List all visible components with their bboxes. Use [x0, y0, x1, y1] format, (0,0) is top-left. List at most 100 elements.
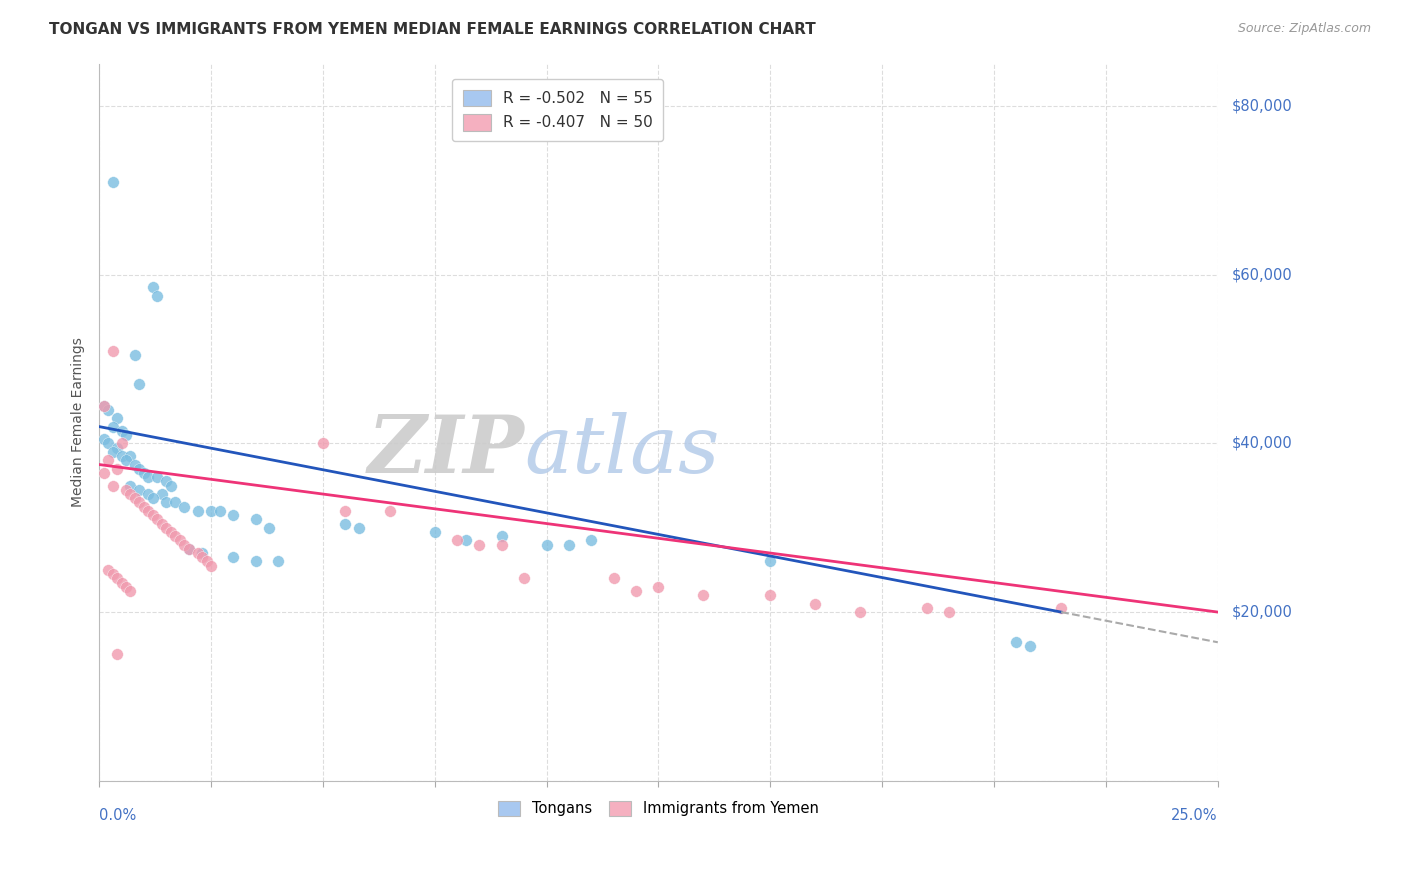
Point — [378, 504, 401, 518]
Point — [142, 280, 165, 294]
Point — [165, 495, 187, 509]
Point — [191, 550, 214, 565]
Point — [124, 458, 146, 472]
Point — [335, 516, 357, 531]
Point — [115, 483, 138, 497]
Point — [97, 436, 120, 450]
Text: TONGAN VS IMMIGRANTS FROM YEMEN MEDIAN FEMALE EARNINGS CORRELATION CHART: TONGAN VS IMMIGRANTS FROM YEMEN MEDIAN F… — [49, 22, 815, 37]
Point — [115, 428, 138, 442]
Point — [142, 491, 165, 506]
Point — [195, 554, 218, 568]
Point — [105, 441, 128, 455]
Point — [536, 538, 558, 552]
Point — [335, 504, 357, 518]
Point — [105, 462, 128, 476]
Point — [142, 508, 165, 522]
Point — [759, 588, 782, 602]
Point — [97, 402, 120, 417]
Point — [128, 483, 150, 497]
Point — [446, 533, 468, 548]
Point — [849, 605, 872, 619]
Point — [1005, 634, 1028, 648]
Point — [120, 487, 142, 501]
Point — [110, 436, 132, 450]
Point — [187, 504, 209, 518]
Point — [105, 571, 128, 585]
Point — [120, 449, 142, 463]
Text: $80,000: $80,000 — [1232, 99, 1292, 113]
Point — [128, 377, 150, 392]
Point — [150, 487, 173, 501]
Point — [146, 512, 169, 526]
Point — [155, 495, 177, 509]
Point — [155, 475, 177, 489]
Point — [804, 597, 827, 611]
Point — [759, 554, 782, 568]
Point — [454, 533, 477, 548]
Point — [165, 529, 187, 543]
Point — [222, 508, 245, 522]
Point — [105, 647, 128, 661]
Point — [468, 538, 491, 552]
Point — [110, 449, 132, 463]
Point — [93, 432, 115, 446]
Point — [101, 567, 124, 582]
Point — [692, 588, 714, 602]
Point — [267, 554, 290, 568]
Point — [491, 538, 513, 552]
Text: Source: ZipAtlas.com: Source: ZipAtlas.com — [1237, 22, 1371, 36]
Point — [257, 521, 280, 535]
Point — [115, 580, 138, 594]
Point — [491, 529, 513, 543]
Point — [132, 500, 155, 514]
Point — [120, 478, 142, 492]
Point — [110, 575, 132, 590]
Point — [173, 500, 195, 514]
Point — [120, 584, 142, 599]
Point — [101, 419, 124, 434]
Point — [128, 495, 150, 509]
Point — [159, 524, 181, 539]
Point — [146, 289, 169, 303]
Point — [312, 436, 335, 450]
Point — [245, 554, 267, 568]
Point — [200, 504, 222, 518]
Text: atlas: atlas — [524, 412, 720, 490]
Point — [177, 541, 200, 556]
Point — [146, 470, 169, 484]
Point — [97, 563, 120, 577]
Point — [208, 504, 231, 518]
Point — [101, 343, 124, 358]
Point — [110, 424, 132, 438]
Point — [222, 550, 245, 565]
Y-axis label: Median Female Earnings: Median Female Earnings — [72, 337, 86, 508]
Point — [173, 538, 195, 552]
Point — [1050, 600, 1073, 615]
Point — [124, 491, 146, 506]
Point — [245, 512, 267, 526]
Point — [93, 399, 115, 413]
Point — [138, 470, 160, 484]
Point — [155, 521, 177, 535]
Point — [159, 478, 181, 492]
Text: $40,000: $40,000 — [1232, 436, 1292, 451]
Point — [138, 504, 160, 518]
Point — [93, 399, 115, 413]
Point — [938, 605, 960, 619]
Point — [97, 453, 120, 467]
Point — [101, 445, 124, 459]
Point — [128, 462, 150, 476]
Point — [187, 546, 209, 560]
Point — [101, 175, 124, 189]
Point — [581, 533, 603, 548]
Point — [1018, 639, 1040, 653]
Point — [624, 584, 647, 599]
Point — [423, 524, 446, 539]
Point — [177, 541, 200, 556]
Point — [647, 580, 669, 594]
Point — [105, 411, 128, 425]
Point — [132, 466, 155, 480]
Point — [915, 600, 938, 615]
Legend: Tongans, Immigrants from Yemen: Tongans, Immigrants from Yemen — [491, 794, 827, 823]
Text: $60,000: $60,000 — [1232, 268, 1292, 283]
